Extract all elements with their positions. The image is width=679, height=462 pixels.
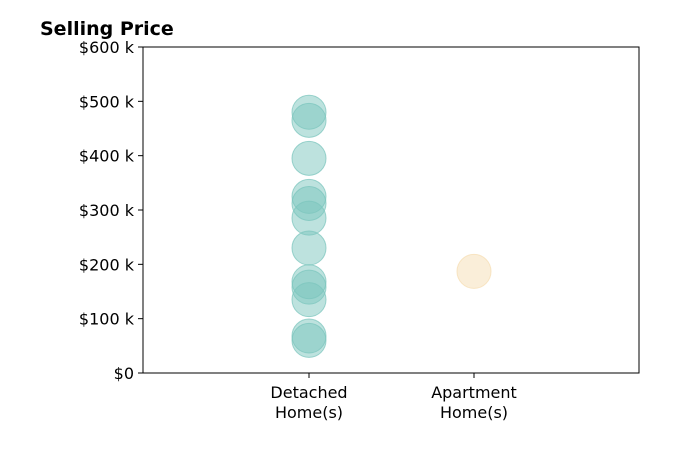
data-point — [291, 102, 327, 138]
data-point — [291, 322, 327, 358]
x-axis: Detached Home(s) Apartment Home(s) — [270, 373, 517, 422]
points-layer — [291, 94, 492, 358]
y-tick-label: $300 k — [79, 201, 135, 220]
y-axis: $0 $100 k $200 k $300 k $400 k $500 k $600 k — [79, 38, 143, 383]
y-tick-label: $200 k — [79, 255, 135, 274]
data-point — [291, 140, 327, 176]
data-point — [456, 253, 492, 289]
chart-title: Selling Price — [40, 18, 174, 40]
x-tick-label: Apartment Home(s) — [431, 383, 517, 422]
y-tick-label: $500 k — [79, 92, 135, 111]
y-tick-label: $400 k — [79, 147, 135, 166]
y-tick-label: $0 — [114, 364, 134, 383]
x-tick-label: Detached Home(s) — [270, 383, 347, 422]
data-point — [291, 230, 327, 266]
y-tick-label: $600 k — [79, 38, 135, 57]
plot-frame — [142, 46, 640, 374]
data-point — [291, 282, 327, 318]
data-point — [291, 200, 327, 236]
y-tick-label: $100 k — [79, 310, 135, 329]
